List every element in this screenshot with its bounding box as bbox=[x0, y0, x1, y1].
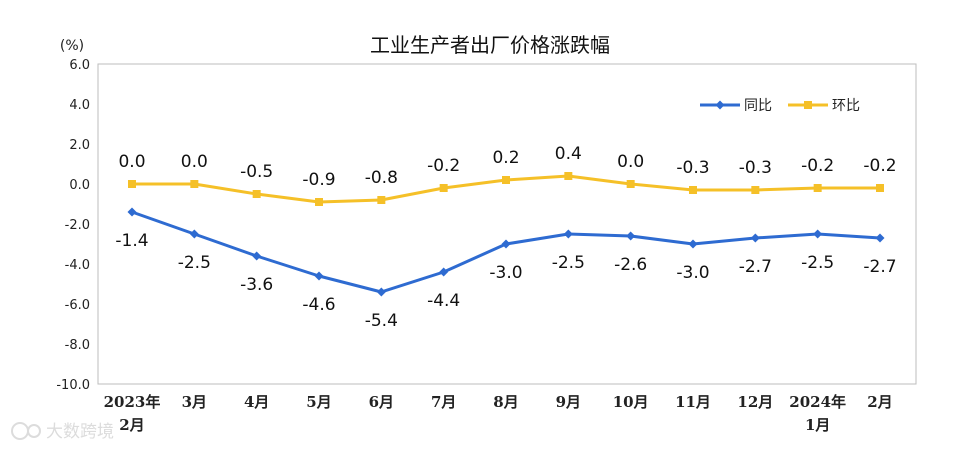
data-label: -3.0 bbox=[489, 263, 522, 283]
data-label: -0.2 bbox=[801, 156, 834, 176]
data-point bbox=[190, 180, 199, 188]
data-point bbox=[626, 231, 636, 241]
plot-frame bbox=[97, 63, 917, 385]
x-tick-label: 2023年 bbox=[104, 393, 161, 411]
data-point bbox=[439, 184, 448, 192]
x-tick-label: 6月 bbox=[369, 393, 394, 411]
x-tick-label: 10月 bbox=[613, 393, 649, 411]
x-axis: 2023年 2月 3月 4月 5月 6月 7月 8月 9月 10月 11月 12月 2024年 1月 2月 bbox=[104, 393, 893, 434]
y-tick-label: -8.0 bbox=[65, 338, 90, 353]
legend: 同比 环比 bbox=[700, 98, 860, 114]
x-tick-label: 11月 bbox=[675, 393, 711, 411]
x-tick-label: 2月 bbox=[867, 393, 892, 411]
data-label: -2.5 bbox=[178, 253, 211, 273]
watermark-logo-icon-dot bbox=[27, 424, 41, 438]
legend-label: 环比 bbox=[832, 98, 860, 114]
data-label: -0.2 bbox=[427, 156, 460, 176]
series-group: -1.4 -2.5 -3.6 -4.6 -5.4 -4.4 -3.0 -2.5 -2.6 -3.0… bbox=[115, 144, 896, 331]
data-point bbox=[751, 186, 760, 194]
x-tick-label: 2月 bbox=[119, 416, 144, 434]
data-point bbox=[750, 233, 760, 243]
data-label: -0.9 bbox=[302, 170, 335, 190]
data-point bbox=[377, 196, 386, 204]
data-label: -3.6 bbox=[240, 275, 273, 295]
legend-label: 同比 bbox=[744, 98, 772, 114]
data-point bbox=[813, 184, 822, 192]
watermark-logo-icon bbox=[11, 422, 29, 440]
data-label: 0.2 bbox=[492, 148, 519, 168]
data-point bbox=[128, 180, 136, 188]
data-label: -4.4 bbox=[427, 291, 460, 311]
watermark-text: 大数跨境 bbox=[46, 422, 114, 442]
legend-marker bbox=[715, 100, 725, 110]
data-label: 0.0 bbox=[118, 152, 145, 172]
y-unit-label: (%) bbox=[60, 38, 84, 54]
data-point bbox=[502, 176, 510, 184]
data-label: -2.7 bbox=[739, 257, 772, 277]
data-point bbox=[564, 172, 573, 180]
data-label: -4.6 bbox=[302, 295, 335, 315]
data-point bbox=[501, 239, 511, 249]
data-label: -3.0 bbox=[676, 263, 709, 283]
watermark: 大数跨境 bbox=[11, 422, 114, 442]
y-tick-label: -10.0 bbox=[56, 378, 90, 393]
data-label: -0.3 bbox=[739, 158, 772, 178]
data-label: -0.3 bbox=[676, 158, 709, 178]
data-label: 0.0 bbox=[617, 152, 644, 172]
data-point bbox=[875, 233, 885, 243]
data-point bbox=[439, 267, 449, 277]
data-point bbox=[315, 198, 323, 206]
data-label: -0.5 bbox=[240, 162, 273, 182]
y-tick-label: 2.0 bbox=[69, 138, 90, 153]
data-point bbox=[189, 229, 199, 239]
data-label: -1.4 bbox=[115, 231, 148, 251]
y-tick-label: -2.0 bbox=[65, 218, 90, 233]
y-tick-label: 6.0 bbox=[69, 58, 90, 73]
y-tick-label: 4.0 bbox=[69, 98, 90, 113]
data-point bbox=[252, 190, 261, 198]
data-label: 0.0 bbox=[181, 152, 208, 172]
data-point bbox=[252, 251, 262, 261]
x-tick-label: 7月 bbox=[431, 393, 456, 411]
data-label: -2.5 bbox=[552, 253, 585, 273]
data-label: -2.6 bbox=[614, 255, 647, 275]
data-point bbox=[376, 287, 386, 297]
data-label: -5.4 bbox=[365, 311, 398, 331]
data-point bbox=[127, 207, 137, 217]
data-label: -0.2 bbox=[863, 156, 896, 176]
x-tick-label: 3月 bbox=[182, 393, 207, 411]
y-tick-label: -4.0 bbox=[65, 258, 90, 273]
x-tick-label: 8月 bbox=[493, 393, 518, 411]
data-label: 0.4 bbox=[555, 144, 582, 164]
data-point bbox=[876, 184, 884, 192]
x-tick-label: 4月 bbox=[244, 393, 269, 411]
data-point bbox=[813, 229, 823, 239]
data-point bbox=[688, 239, 698, 249]
data-point bbox=[689, 186, 697, 194]
data-label: -2.7 bbox=[863, 257, 896, 277]
x-tick-label: 2024年 bbox=[789, 393, 846, 411]
data-point bbox=[314, 271, 324, 281]
data-point bbox=[563, 229, 573, 239]
y-axis: 6.0 4.0 2.0 0.0 -2.0 -4.0 -6.0 -8.0 -10.0 bbox=[56, 58, 90, 393]
x-tick-label: 1月 bbox=[805, 416, 830, 434]
x-tick-label: 12月 bbox=[737, 393, 773, 411]
data-point bbox=[626, 180, 635, 188]
x-tick-label: 5月 bbox=[306, 393, 331, 411]
data-label: -2.5 bbox=[801, 253, 834, 273]
legend-marker bbox=[804, 101, 812, 109]
data-label: -0.8 bbox=[365, 168, 398, 188]
x-tick-label: 9月 bbox=[556, 393, 581, 411]
chart-title: 工业生产者出厂价格涨跌幅 bbox=[370, 33, 610, 57]
y-tick-label: 0.0 bbox=[69, 178, 90, 193]
y-tick-label: -6.0 bbox=[65, 298, 90, 313]
